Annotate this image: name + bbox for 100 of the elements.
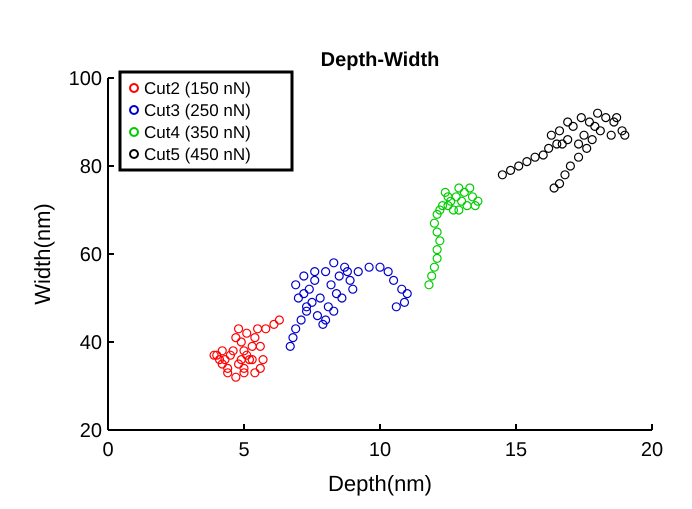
point	[443, 201, 453, 210]
point	[234, 359, 244, 369]
point	[438, 201, 448, 210]
point	[432, 210, 442, 219]
point	[452, 192, 461, 202]
point	[242, 350, 252, 360]
point	[446, 196, 456, 206]
point	[244, 355, 254, 364]
point	[435, 236, 444, 246]
point	[345, 276, 355, 285]
point	[440, 188, 450, 197]
point	[432, 254, 442, 263]
x-tick-label: 15	[504, 439, 528, 461]
legend-label: Cut4 (350 nN)	[144, 122, 251, 142]
point	[269, 320, 279, 329]
point	[310, 276, 320, 285]
point	[239, 364, 249, 373]
chart-title: Depth-Width	[320, 49, 440, 71]
y-tick-label: 80	[80, 156, 102, 178]
point	[530, 152, 540, 162]
point	[579, 130, 589, 140]
point	[291, 324, 300, 334]
point	[334, 271, 344, 281]
point	[354, 267, 363, 276]
point	[432, 245, 442, 254]
point	[274, 315, 284, 325]
point	[473, 196, 483, 206]
point	[430, 262, 439, 272]
point	[384, 267, 393, 276]
point	[256, 364, 265, 373]
x-tick-label: 5	[238, 439, 250, 461]
y-tick-label: 40	[80, 332, 102, 354]
point	[226, 350, 235, 360]
point	[402, 289, 412, 298]
point	[239, 346, 249, 356]
point	[288, 333, 298, 342]
point	[248, 342, 257, 351]
point	[424, 280, 434, 290]
point	[454, 205, 464, 215]
point	[397, 284, 406, 294]
point	[606, 130, 616, 140]
point	[256, 342, 265, 351]
point	[299, 271, 308, 281]
point	[443, 192, 453, 202]
point	[460, 188, 469, 197]
point	[329, 306, 338, 316]
point	[242, 328, 252, 338]
point	[250, 368, 260, 378]
point	[432, 227, 442, 237]
point	[312, 311, 322, 320]
point	[220, 355, 230, 364]
point	[448, 205, 458, 215]
x-axis-title: Depth(nm)	[328, 471, 432, 496]
point	[568, 122, 578, 131]
point	[214, 355, 224, 364]
point	[258, 355, 268, 364]
point	[544, 144, 554, 153]
point	[601, 113, 610, 122]
point	[554, 179, 564, 188]
point	[348, 284, 358, 294]
point	[318, 320, 328, 329]
point	[236, 355, 246, 364]
point	[231, 372, 240, 382]
point	[522, 157, 532, 166]
point	[468, 192, 478, 202]
point	[514, 161, 524, 171]
point	[546, 130, 556, 140]
point	[582, 144, 592, 153]
point	[364, 262, 374, 272]
point	[218, 359, 227, 369]
point	[462, 201, 472, 210]
point	[299, 289, 308, 298]
point	[340, 262, 350, 272]
point	[286, 342, 295, 351]
point	[435, 205, 444, 215]
point	[400, 298, 410, 307]
point	[234, 324, 244, 334]
point	[236, 337, 246, 347]
point	[218, 346, 227, 356]
x-tick-label: 0	[102, 439, 114, 461]
point	[291, 280, 300, 290]
point	[596, 126, 605, 136]
point	[342, 267, 352, 276]
point	[457, 196, 466, 206]
point	[617, 126, 627, 136]
point	[316, 293, 325, 303]
point	[584, 117, 594, 127]
point	[228, 346, 238, 356]
point	[620, 130, 630, 140]
point	[609, 117, 619, 127]
legend-label: Cut2 (150 nN)	[144, 78, 251, 98]
x-tick-label: 20	[640, 439, 664, 461]
point	[588, 135, 597, 144]
point	[427, 271, 436, 281]
point	[375, 262, 385, 272]
point	[563, 117, 572, 127]
point	[321, 267, 330, 276]
point	[304, 284, 314, 294]
point	[294, 293, 303, 303]
point	[302, 306, 312, 316]
